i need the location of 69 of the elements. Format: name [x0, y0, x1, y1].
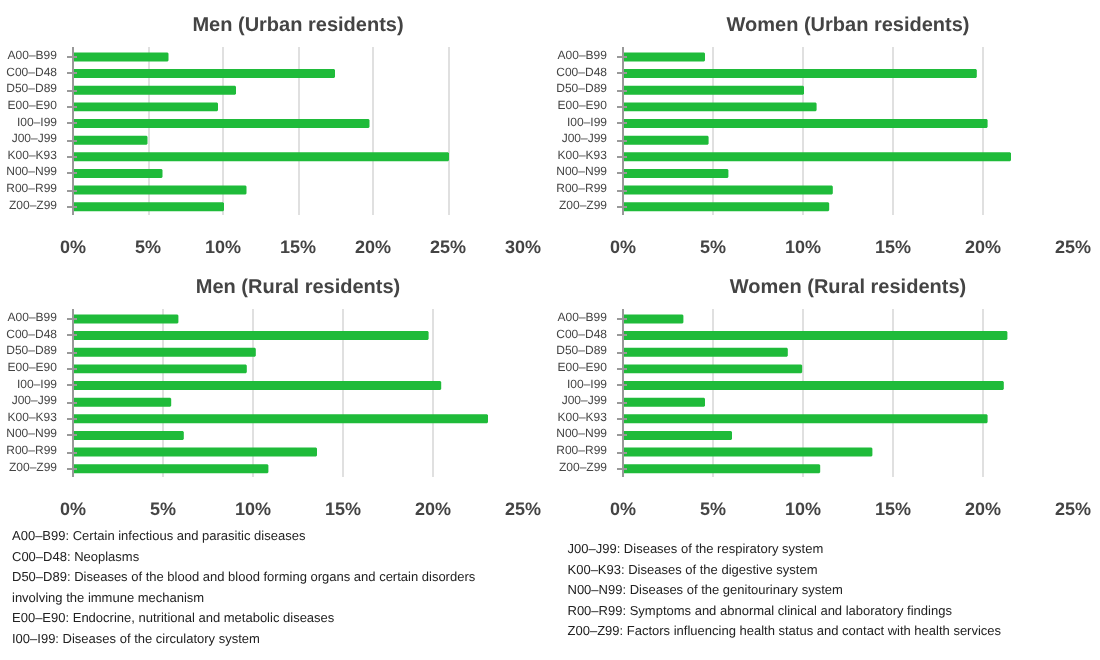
- bar: [623, 381, 1004, 391]
- chart-title: Women (Rural residents): [729, 277, 967, 299]
- bar: [623, 69, 977, 79]
- x-tick-label: 15%: [324, 499, 362, 519]
- x-tick-label: 5%: [699, 237, 727, 257]
- bar: [73, 447, 317, 457]
- x-tick-label: 25%: [1054, 499, 1092, 519]
- x-tick-label: 20%: [964, 237, 1002, 257]
- bar: [73, 202, 224, 212]
- x-tick-label: 15%: [874, 237, 912, 257]
- bar: [623, 331, 1008, 341]
- bar: [73, 119, 370, 129]
- bar: [623, 135, 709, 145]
- x-tick-label: 0%: [59, 237, 87, 257]
- bar: [73, 331, 429, 341]
- bar: [73, 185, 247, 195]
- x-tick-label: 20%: [964, 499, 1002, 519]
- bar: [73, 52, 169, 62]
- chart-title: Men (Rural residents): [195, 277, 401, 299]
- x-tick-label: 15%: [279, 237, 317, 257]
- bar: [73, 135, 148, 145]
- x-tick-label: 10%: [784, 499, 822, 519]
- bar: [73, 102, 218, 112]
- x-tick-label: 5%: [699, 499, 727, 519]
- bar: [73, 364, 247, 374]
- bar: [73, 347, 256, 357]
- x-tick-label: 15%: [874, 499, 912, 519]
- bar: [73, 430, 184, 440]
- bar: [73, 464, 269, 474]
- bar: [623, 397, 705, 407]
- bar: [623, 447, 873, 457]
- x-tick-label: 20%: [354, 237, 392, 257]
- bar: [623, 364, 803, 374]
- bar: [623, 102, 817, 112]
- x-tick-label: 25%: [1054, 237, 1092, 257]
- bar: [623, 202, 830, 212]
- bar: [73, 397, 172, 407]
- bar: [73, 414, 488, 424]
- x-tick-label: 10%: [204, 237, 242, 257]
- bar: [623, 414, 988, 424]
- x-tick-label: 30%: [504, 237, 542, 257]
- bar: [623, 119, 988, 129]
- bar: [73, 69, 335, 79]
- bar: [623, 185, 833, 195]
- x-tick-label: 10%: [784, 237, 822, 257]
- x-tick-label: 10%: [234, 499, 272, 519]
- chart-title: Women (Urban residents): [726, 15, 970, 37]
- bar: [73, 314, 179, 324]
- x-tick-label: 20%: [414, 499, 452, 519]
- bar: [623, 152, 1011, 162]
- bar: [623, 430, 732, 440]
- bar: [73, 381, 442, 391]
- x-tick-label: 25%: [429, 237, 467, 257]
- bar: [623, 314, 684, 324]
- x-tick-label: 5%: [134, 237, 162, 257]
- x-tick-label: 5%: [149, 499, 177, 519]
- bar: [623, 464, 821, 474]
- x-tick-label: 25%: [504, 499, 542, 519]
- bar: [73, 152, 449, 162]
- bar: [623, 52, 705, 62]
- bar: [73, 168, 163, 178]
- chart-title: Men (Urban residents): [192, 15, 404, 37]
- bar: [623, 85, 804, 95]
- x-tick-label: 0%: [59, 499, 87, 519]
- bar: [73, 85, 236, 95]
- bar: [623, 168, 729, 178]
- x-tick-label: 0%: [609, 237, 637, 257]
- bar: [623, 347, 788, 357]
- x-tick-label: 0%: [609, 499, 637, 519]
